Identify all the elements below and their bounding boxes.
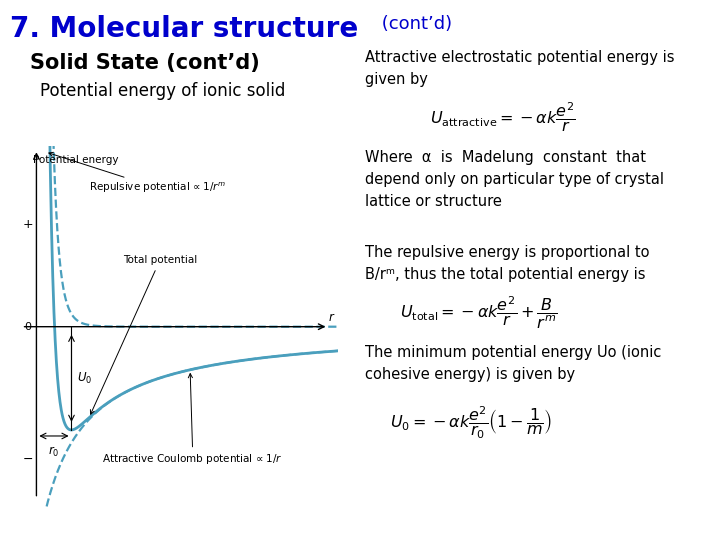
- Text: Total potential: Total potential: [91, 255, 197, 414]
- Text: r: r: [328, 311, 333, 325]
- Text: 0: 0: [24, 322, 32, 332]
- Text: $U_0 = -\alpha k \dfrac{e^2}{r_0}\left(1 - \dfrac{1}{m}\right)$: $U_0 = -\alpha k \dfrac{e^2}{r_0}\left(1…: [390, 405, 552, 441]
- Text: Repulsive potential ∝ 1/$r^m$: Repulsive potential ∝ 1/$r^m$: [49, 152, 227, 195]
- Text: The repulsive energy is proportional to
B/rᵐ, thus the total potential energy is: The repulsive energy is proportional to …: [365, 245, 649, 282]
- Text: −: −: [22, 453, 33, 466]
- Text: The minimum potential energy Uo (ionic
cohesive energy) is given by: The minimum potential energy Uo (ionic c…: [365, 345, 662, 382]
- Text: +: +: [22, 218, 33, 231]
- Text: 7. Molecular structure: 7. Molecular structure: [10, 15, 359, 43]
- Text: Attractive Coulomb potential ∝ 1/$r$: Attractive Coulomb potential ∝ 1/$r$: [102, 374, 283, 467]
- Text: Attractive electrostatic potential energy is
given by: Attractive electrostatic potential energ…: [365, 50, 675, 87]
- Text: $U_{\mathrm{attractive}} = -\alpha k \dfrac{e^2}{r}$: $U_{\mathrm{attractive}} = -\alpha k \df…: [430, 100, 576, 134]
- Text: Potential energy: Potential energy: [33, 155, 119, 165]
- Text: Solid State (cont’d): Solid State (cont’d): [30, 53, 260, 73]
- Text: $U_{\mathrm{total}} = -\alpha k \dfrac{e^2}{r} + \dfrac{B}{r^m}$: $U_{\mathrm{total}} = -\alpha k \dfrac{e…: [400, 295, 557, 332]
- Text: Where  α  is  Madelung  constant  that
depend only on particular type of crystal: Where α is Madelung constant that depend…: [365, 150, 664, 210]
- Text: $U_0$: $U_0$: [77, 371, 92, 386]
- Text: (cont’d): (cont’d): [376, 15, 452, 33]
- Text: $r_0$: $r_0$: [48, 444, 60, 458]
- Text: Potential energy of ionic solid: Potential energy of ionic solid: [40, 82, 285, 100]
